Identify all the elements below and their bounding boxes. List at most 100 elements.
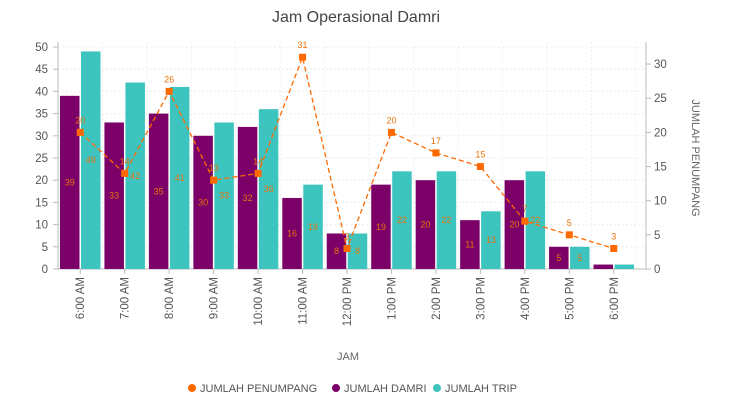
line-point-label: 3 xyxy=(611,232,616,242)
bar-label-trip: 8 xyxy=(355,246,360,256)
legend-label: JUMLAH TRIP xyxy=(445,383,517,395)
bar-jumlah-trip xyxy=(258,109,279,269)
bar-jumlah-damri xyxy=(415,180,436,269)
bar-jumlah-damri xyxy=(460,220,480,269)
right-axis: 0 5 10 15 20 25 30 xyxy=(645,42,667,276)
bar-label-damri: 19 xyxy=(376,222,386,232)
chart-title: Jam Operasional Damri xyxy=(272,9,440,26)
right-tick-label: 15 xyxy=(654,162,667,174)
bar-label-damri: 35 xyxy=(154,186,164,196)
line-point xyxy=(254,169,262,177)
bar-jumlah-trip xyxy=(525,171,546,269)
bar-label-damri: 20 xyxy=(509,220,519,230)
bar-label-trip: 49 xyxy=(86,155,96,165)
line-point xyxy=(121,169,129,177)
left-tick-label: 5 xyxy=(42,242,48,254)
bar-jumlah-damri xyxy=(237,126,258,269)
x-tick-label: 7:00 AM xyxy=(120,277,132,319)
right-tick-label: 10 xyxy=(654,196,667,208)
bar-jumlah-trip xyxy=(570,246,590,269)
bar-jumlah-trip xyxy=(481,211,501,269)
line-point-label: 14 xyxy=(120,156,130,166)
bar-label-trip: 36 xyxy=(264,184,274,194)
x-axis-label: JAM xyxy=(337,351,359,363)
legend-marker xyxy=(332,384,340,392)
x-tick-label: 9:00 AM xyxy=(209,277,221,319)
legend-label: JUMLAH PENUMPANG xyxy=(200,383,317,395)
line-point xyxy=(476,163,484,171)
bar-label-damri: 30 xyxy=(198,197,208,207)
line-point xyxy=(210,176,218,184)
right-tick-label: 5 xyxy=(654,230,660,242)
legend-marker xyxy=(433,384,441,392)
legend-marker xyxy=(188,384,196,392)
line-point xyxy=(387,128,395,136)
line-point-label: 31 xyxy=(298,40,308,50)
bar-label-trip: 13 xyxy=(486,235,496,245)
bar-label-trip: 42 xyxy=(130,171,140,181)
bar-jumlah-damri xyxy=(549,246,569,269)
x-tick-label: 6:00 AM xyxy=(75,277,87,319)
x-tick-label: 4:00 PM xyxy=(520,277,532,320)
line-point-label: 3 xyxy=(344,232,349,242)
bar-jumlah-damri xyxy=(148,113,169,269)
bar-label-damri: 20 xyxy=(420,220,430,230)
right-axis-label: JUMLAH PENUMPANG xyxy=(689,99,701,216)
left-tick-label: 45 xyxy=(35,64,48,76)
left-tick-label: 20 xyxy=(35,175,48,187)
x-axis: 6:00 AM 7:00 AM 8:00 AM 9:00 AM 10:00 AM 11:0… xyxy=(75,269,621,326)
bar-label-damri: 39 xyxy=(65,177,75,187)
line-point-label: 15 xyxy=(475,150,485,160)
line-point-label: 20 xyxy=(75,115,85,125)
bar-label-damri: 5 xyxy=(556,253,561,263)
bar-label-trip: 5 xyxy=(577,253,582,263)
line-point-label: 20 xyxy=(386,115,396,125)
line-point xyxy=(299,53,307,61)
bar-jumlah-trip xyxy=(436,171,457,269)
left-axis: 0 5 10 15 20 25 30 35 40 45 50 xyxy=(35,42,59,276)
left-tick-label: 10 xyxy=(35,220,48,232)
bar-jumlah-trip xyxy=(80,51,101,269)
legend: JUMLAH PENUMPANG JUMLAH DAMRI JUMLAH TRIP xyxy=(188,383,517,395)
bar-label-damri: 16 xyxy=(287,228,297,238)
bar-jumlah-trip xyxy=(347,233,368,269)
left-tick-label: 40 xyxy=(35,86,48,98)
x-tick-label: 8:00 AM xyxy=(164,277,176,319)
line-point xyxy=(76,128,84,136)
line-point-label: 5 xyxy=(567,218,572,228)
bars xyxy=(59,51,635,270)
bar-jumlah-damri xyxy=(104,122,124,269)
bar-jumlah-damri xyxy=(593,264,614,269)
line-point xyxy=(343,245,351,253)
line-point-label: 13 xyxy=(209,163,219,173)
line-point-label: 26 xyxy=(164,74,174,84)
legend-label: JUMLAH DAMRI xyxy=(344,383,427,395)
x-tick-label: 2:00 PM xyxy=(431,277,443,320)
x-tick-label: 1:00 PM xyxy=(386,277,398,320)
bar-label-trip: 22 xyxy=(397,215,407,225)
bar-label-trip: 41 xyxy=(175,173,185,183)
bar-label-trip: 33 xyxy=(219,191,229,201)
right-tick-label: 25 xyxy=(654,93,667,105)
line-point xyxy=(610,245,618,253)
line-point xyxy=(565,231,573,239)
x-tick-label: 10:00 AM xyxy=(253,277,265,326)
bar-jumlah-damri xyxy=(371,184,391,269)
bar-jumlah-trip xyxy=(125,82,145,270)
bar-jumlah-damri xyxy=(282,197,302,269)
line-point xyxy=(432,149,440,157)
line-point-label: 17 xyxy=(431,136,441,146)
bar-jumlah-damri xyxy=(326,233,347,269)
right-tick-label: 20 xyxy=(654,127,667,139)
bar-label-trip: 22 xyxy=(530,215,540,225)
left-tick-label: 35 xyxy=(35,109,48,121)
bar-label-trip: 22 xyxy=(441,215,451,225)
bar-label-damri: 8 xyxy=(334,246,339,256)
bar-label-damri: 33 xyxy=(109,191,119,201)
left-tick-label: 15 xyxy=(35,197,48,209)
x-tick-label: 3:00 PM xyxy=(475,277,487,320)
line-point-label: 14 xyxy=(253,156,263,166)
line-point xyxy=(521,217,529,225)
